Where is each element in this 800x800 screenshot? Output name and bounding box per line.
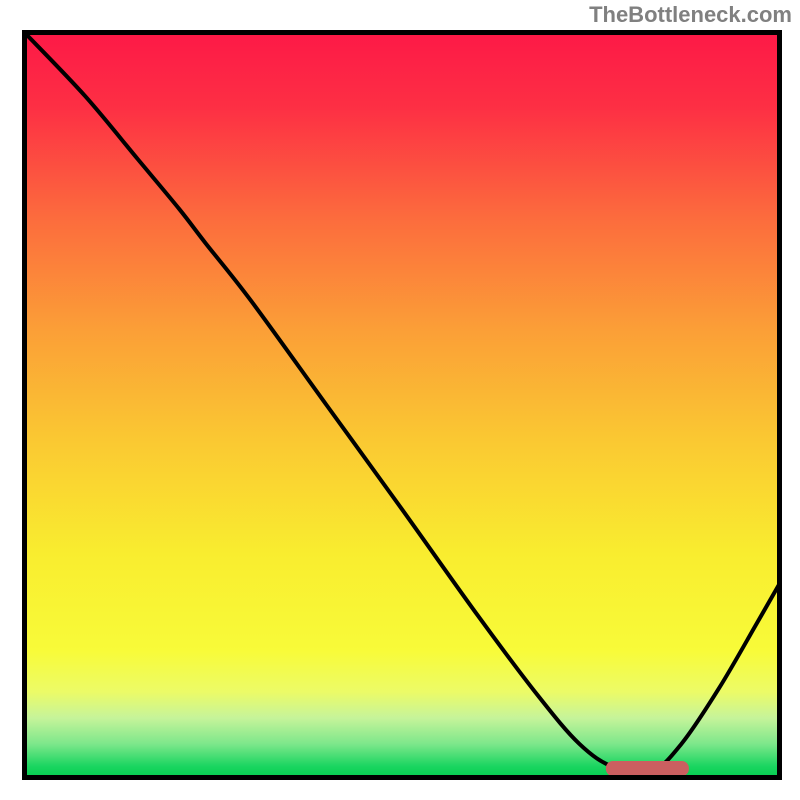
gradient-background	[25, 33, 780, 778]
optimal-range-marker	[606, 761, 689, 776]
bottleneck-chart	[0, 0, 800, 800]
chart-container: TheBottleneck.com	[0, 0, 800, 800]
